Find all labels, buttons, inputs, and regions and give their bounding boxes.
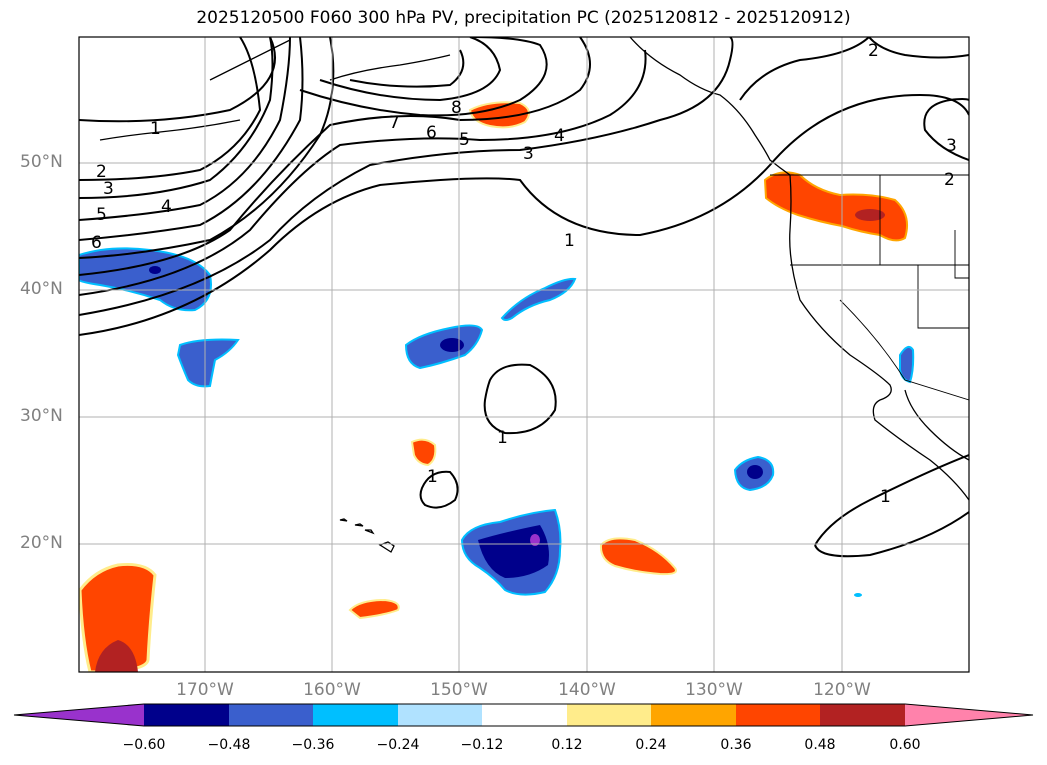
colorbar-tick-label: −0.12 [460, 737, 504, 753]
contour-label: 5 [459, 130, 470, 150]
contour-label: 3 [946, 136, 957, 156]
colorbar-segment [567, 704, 651, 726]
state-borders [770, 174, 969, 401]
contour-label: 1 [150, 119, 161, 139]
map-frame [78, 36, 970, 673]
colorbar-segment [144, 704, 229, 726]
positive-precip-area [763, 171, 908, 242]
contour-label: 1 [880, 487, 891, 507]
latitude-label: 40°N [20, 279, 63, 299]
colorbar-segment [736, 704, 820, 726]
colorbar-tick-label: 0.36 [720, 737, 752, 753]
colorbar-tick-label: −0.24 [376, 737, 420, 753]
contour-label: 4 [161, 197, 172, 217]
precipitation-fields [79, 101, 915, 672]
colorbar-tick-label: −0.36 [291, 737, 335, 753]
colorbar [13, 703, 1034, 727]
latitude-label: 30°N [20, 406, 63, 426]
contour-label: 1 [427, 467, 438, 487]
contour-label: 8 [451, 98, 462, 118]
colorbar-tick-label: 0.48 [804, 737, 836, 753]
colorbar-segment [482, 704, 567, 726]
contour-label: 3 [103, 179, 114, 199]
colorbar-segment [229, 704, 313, 726]
pv-contours [79, 37, 969, 558]
colorbar-tick-label: 0.12 [551, 737, 583, 753]
positive-precip-area [468, 101, 530, 129]
colorbar-tick-label: 0.60 [889, 737, 921, 753]
colorbar-over-arrow [905, 704, 1033, 726]
longitude-label: 120°W [813, 680, 871, 700]
negative-precip-area [176, 338, 240, 388]
latitude-label: 20°N [20, 533, 63, 553]
positive-precip-area [348, 598, 400, 620]
map-gridlines [79, 37, 969, 672]
positive-precip-area [599, 537, 677, 576]
colorbar-segment [398, 704, 482, 726]
longitude-label: 160°W [303, 680, 361, 700]
contour-label: 3 [523, 144, 534, 164]
figure-title: 2025120500 F060 300 hPa PV, precipitatio… [196, 8, 851, 28]
longitude-label: 150°W [430, 680, 488, 700]
colorbar-under-arrow [14, 704, 144, 726]
longitude-label: 170°W [176, 680, 234, 700]
latitude-label: 50°N [20, 152, 63, 172]
contour-labels: 1 2 3 4 5 6 1 7 8 6 5 4 3 1 1 1 2 3 2 [91, 41, 957, 507]
colorbar-tick-label: −0.60 [122, 737, 166, 753]
longitude-label: 130°W [685, 680, 743, 700]
contour-label: 2 [96, 162, 107, 182]
colorbar-segment [651, 704, 736, 726]
contour-label: 7 [389, 113, 400, 133]
longitude-label: 140°W [558, 680, 616, 700]
negative-precip-area [899, 345, 915, 384]
contour-label: 6 [91, 233, 102, 253]
positive-precip-area [410, 438, 437, 467]
colorbar-tick-label: 0.24 [635, 737, 667, 753]
colorbar-tick-label: −0.48 [207, 737, 251, 753]
contour-label: 5 [96, 205, 107, 225]
contour-label: 2 [944, 170, 955, 190]
contour-label: 2 [868, 41, 879, 61]
coastlines [99, 37, 969, 553]
contour-label: 4 [554, 126, 565, 146]
colorbar-segment [820, 704, 905, 726]
colorbar-segment [313, 704, 398, 726]
contour-label: 1 [497, 428, 508, 448]
contour-label: 1 [564, 231, 575, 251]
contour-label: 6 [426, 123, 437, 143]
positive-precip-area [79, 563, 157, 672]
